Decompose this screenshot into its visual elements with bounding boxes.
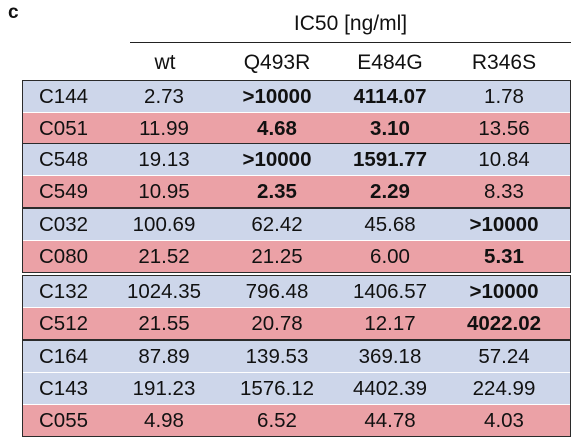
antibody-name: C512 (39, 312, 89, 335)
ic50-value: 57.24 (478, 345, 530, 368)
table-title: IC50 [ng/ml] (293, 12, 408, 35)
column-header-e484g: E484G (357, 51, 423, 74)
ic50-value: >10000 (469, 280, 539, 303)
ic50-value: >10000 (242, 148, 312, 171)
ic50-value: 4114.07 (353, 85, 427, 108)
ic50-value: 8.33 (484, 180, 524, 203)
antibody-name: C143 (39, 377, 89, 400)
antibody-name: C144 (39, 85, 89, 108)
antibody-name: C164 (39, 345, 89, 368)
table-row: C549 10.95 2.35 2.29 8.33 (23, 176, 570, 207)
ic50-value: 87.89 (138, 345, 190, 368)
ic50-value: 19.13 (138, 148, 190, 171)
table-row: C143 191.23 1576.12 4402.39 224.99 (23, 373, 570, 404)
antibody-name: C032 (39, 213, 89, 236)
table-row: C548 19.13 >10000 1591.77 10.84 (23, 144, 570, 175)
ic50-value: 796.48 (245, 280, 309, 303)
ic50-value: 44.78 (364, 409, 416, 432)
table-row: C144 2.73 >10000 4114.07 1.78 (23, 81, 570, 112)
antibody-group: C164 87.89 139.53 369.18 57.24 C143 191.23 1576… (22, 340, 571, 437)
ic50-value: 12.17 (364, 312, 416, 335)
ic50-value: 2.73 (144, 85, 184, 108)
ic50-value: 2.35 (257, 180, 297, 203)
table-row: C032 100.69 62.42 45.68 >10000 (23, 209, 570, 240)
table-row: C055 4.98 6.52 44.78 4.03 (23, 405, 570, 436)
panel-label: c (8, 2, 19, 23)
ic50-value: 13.56 (478, 117, 530, 140)
ic50-value: 4.03 (484, 409, 524, 432)
row-divider (23, 307, 570, 308)
column-header-q493r: Q493R (243, 51, 311, 74)
table-row: C051 11.99 4.68 3.10 13.56 (23, 113, 570, 144)
ic50-value: 6.00 (370, 245, 410, 268)
row-divider (23, 372, 570, 373)
ic50-value: 191.23 (132, 377, 196, 400)
ic50-value: 1.78 (484, 85, 524, 108)
ic50-value: 10.84 (478, 148, 530, 171)
antibody-name: C132 (39, 280, 89, 303)
ic50-value: 224.99 (472, 377, 536, 400)
ic50-value: 20.78 (251, 312, 303, 335)
ic50-value: 3.10 (370, 117, 410, 140)
ic50-value: 100.69 (132, 213, 196, 236)
ic50-value: 11.99 (139, 117, 189, 140)
row-divider (23, 175, 570, 176)
table-row: C512 21.55 20.78 12.17 4022.02 (23, 308, 570, 339)
antibody-name: C549 (39, 180, 89, 203)
antibody-group: C132 1024.35 796.48 1406.57 >10000 C512 21.55 2… (22, 275, 571, 340)
ic50-value: 139.53 (245, 345, 309, 368)
ic50-value: 369.18 (358, 345, 422, 368)
ic50-value: 21.25 (251, 245, 303, 268)
ic50-value: 1024.35 (126, 280, 202, 303)
antibody-group: C144 2.73 >10000 4114.07 1.78 C051 11.99 4.68 3.… (22, 80, 571, 145)
table-row: C080 21.52 21.25 6.00 5.31 (23, 241, 570, 272)
table-row: C132 1024.35 796.48 1406.57 >10000 (23, 276, 570, 307)
ic50-value: 4402.39 (352, 377, 428, 400)
row-divider (23, 112, 570, 113)
ic50-value: 1406.57 (352, 280, 428, 303)
antibody-name: C055 (39, 409, 89, 432)
column-header-r346s: R346S (471, 51, 537, 74)
header-rule (130, 42, 571, 43)
antibody-group: C548 19.13 >10000 1591.77 10.84 C549 10.95 2.35… (22, 143, 571, 208)
ic50-value: >10000 (242, 85, 312, 108)
ic50-value: 10.95 (138, 180, 190, 203)
table-row: C164 87.89 139.53 369.18 57.24 (23, 341, 570, 372)
ic50-value: 21.52 (138, 245, 190, 268)
ic50-value: 62.42 (251, 213, 303, 236)
ic50-value: 4022.02 (466, 312, 542, 335)
antibody-name: C051 (39, 117, 89, 140)
row-divider (23, 404, 570, 405)
ic50-value: 4.98 (144, 409, 184, 432)
ic50-value: 1576.12 (239, 377, 315, 400)
ic50-value: 45.68 (364, 213, 416, 236)
ic50-value: 5.31 (484, 245, 524, 268)
row-divider (23, 240, 570, 241)
antibody-name: C548 (39, 148, 89, 171)
ic50-value: 6.52 (257, 409, 297, 432)
ic50-value: 4.68 (257, 117, 297, 140)
antibody-name: C080 (39, 245, 89, 268)
ic50-value: 21.55 (138, 312, 190, 335)
column-header-wt: wt (154, 51, 176, 74)
antibody-group: C032 100.69 62.42 45.68 >10000 C080 21.52 21.25… (22, 208, 571, 273)
ic50-value: 2.29 (370, 180, 410, 203)
ic50-value: 1591.77 (352, 148, 428, 171)
ic50-value: >10000 (469, 213, 539, 236)
